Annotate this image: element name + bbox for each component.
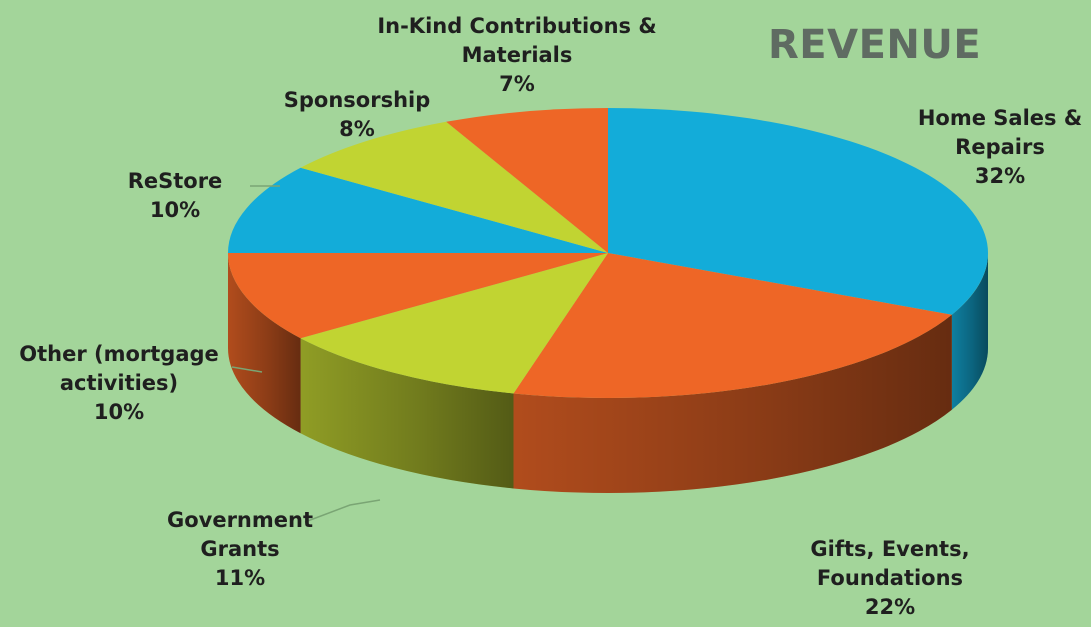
slice-label-home-sales: Home Sales & Repairs 32% <box>900 104 1091 191</box>
pie-sides <box>228 253 988 493</box>
pie-side-shade <box>228 253 301 434</box>
slice-label-name: ReStore <box>127 169 223 193</box>
slice-value-label: 8% <box>339 117 375 141</box>
pie-tops <box>228 108 989 398</box>
slice-value-label: 22% <box>864 595 916 619</box>
slice-value-label: 10% <box>149 198 201 222</box>
chart-title: REVENUE <box>768 22 982 68</box>
slice-label-name: Foundations <box>816 566 964 590</box>
slice-value-label: 7% <box>499 72 535 96</box>
slice-label-gifts-events: Gifts, Events, Foundations 22% <box>770 535 1010 622</box>
pie-slice-sponsorship <box>300 121 608 253</box>
pie-slice-gifts-events <box>513 253 952 398</box>
slice-value-label: 32% <box>974 164 1026 188</box>
slice-label-name: In-Kind Contributions & <box>377 14 657 38</box>
pie-side-shade <box>513 314 952 493</box>
leader-lines <box>231 185 381 523</box>
leader-line <box>304 499 381 523</box>
pie-side-shade <box>300 338 514 489</box>
pie-slice-home-sales <box>608 108 989 315</box>
pie-slice-in-kind-contributions <box>446 108 608 253</box>
slice-label-name: Government <box>166 508 313 532</box>
slice-label-name: Grants <box>200 537 280 561</box>
slice-label-name: Home Sales & <box>917 106 1083 130</box>
pie-slice-government <box>300 253 608 394</box>
slice-value-label: 10% <box>93 400 145 424</box>
slice-label-name: Sponsorship <box>283 88 431 112</box>
slice-label-name: activities) <box>59 371 179 395</box>
slice-label-name: Gifts, Events, <box>810 537 970 561</box>
slice-label-name: Materials <box>461 43 573 67</box>
slice-value-label: 11% <box>214 566 266 590</box>
pie-side-shade <box>951 253 988 410</box>
slice-label-in-kind-contributions: In-Kind Contributions & Materials 7% <box>352 12 682 99</box>
slice-label-other-mortgage: Other (mortgage activities) 10% <box>0 340 244 427</box>
pie-slice-restore <box>228 167 608 253</box>
slice-label-sponsorship: Sponsorship 8% <box>272 86 442 144</box>
leader-line <box>231 366 263 373</box>
slice-label-restore: ReStore 10% <box>100 167 250 225</box>
slice-label-name: Repairs <box>955 135 1045 159</box>
slice-label-government: Government Grants 11% <box>120 506 360 593</box>
slice-label-name: Other (mortgage <box>19 342 219 366</box>
pie-slice-other-mortgage <box>228 253 608 339</box>
